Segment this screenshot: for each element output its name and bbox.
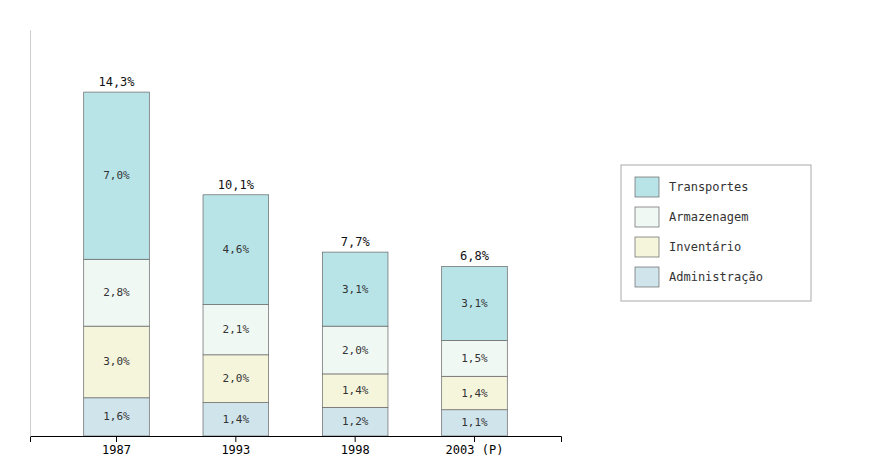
y-axis <box>30 31 31 437</box>
x-tick: 1993 <box>221 436 250 457</box>
chart: 1,6% 1,4% 1,2% 1,1% 3,0% 2,0% 1,4% 1,4% 2,8% 2,1%… <box>0 0 891 476</box>
x-axis-line <box>31 437 562 443</box>
bar-segment <box>322 374 388 407</box>
total-label: 6,8% <box>460 249 490 263</box>
data-label: 4,6% <box>223 243 250 256</box>
data-label: 7,0% <box>103 169 130 182</box>
data-label: 1,2% <box>342 415 369 428</box>
legend-swatch <box>635 237 659 257</box>
bar-segment <box>442 266 508 340</box>
legend-label: Armazenagem <box>669 210 748 224</box>
data-label: 1,4% <box>223 413 250 426</box>
data-labels: 1,6% 1,4% 1,2% 1,1% 3,0% 2,0% 1,4% 1,4% 2,8% 2,1%… <box>98 75 489 429</box>
legend: Transportes Armazenagem Inventário Administ… <box>621 165 811 301</box>
bar-segment <box>442 410 508 436</box>
data-label: 1,1% <box>461 416 488 429</box>
total-label: 10,1% <box>218 178 255 192</box>
x-tick-label: 1987 <box>102 443 131 457</box>
bar-segment <box>203 305 269 355</box>
x-tick: 2003 (P) <box>446 436 504 457</box>
total-label: 14,3% <box>98 75 135 89</box>
data-label: 1,4% <box>461 387 488 400</box>
bar-segment <box>203 355 269 403</box>
data-label: 2,1% <box>223 323 250 336</box>
data-label: 1,5% <box>461 352 488 365</box>
x-tick: 1987 <box>102 436 131 457</box>
legend-item: Administração <box>635 267 763 287</box>
data-label: 2,0% <box>342 344 369 357</box>
legend-swatch <box>635 177 659 197</box>
bar-segment <box>84 259 150 326</box>
legend-swatch <box>635 267 659 287</box>
bar-segment <box>322 407 388 436</box>
data-label: 1,4% <box>342 384 369 397</box>
bar-segment <box>442 376 508 409</box>
legend-frame <box>621 165 811 301</box>
bar-segment <box>322 252 388 326</box>
data-label: 3,0% <box>103 355 130 368</box>
bar-segment <box>84 92 150 259</box>
plot: 1,6% 1,4% 1,2% 1,1% 3,0% 2,0% 1,4% 1,4% 2,8% 2,1%… <box>31 31 562 457</box>
legend-item: Transportes <box>635 177 748 197</box>
bar-segment <box>84 398 150 436</box>
x-axis: 1987 1993 1998 2003 (P) <box>31 436 562 457</box>
bar-segment <box>322 326 388 374</box>
x-tick-mark <box>116 436 117 442</box>
x-tick-mark <box>474 436 475 442</box>
data-label: 2,8% <box>103 286 130 299</box>
x-tick-label: 1993 <box>221 443 250 457</box>
x-tick-label: 2003 (P) <box>446 443 504 457</box>
x-tick-label: 1998 <box>341 443 370 457</box>
bar-segment <box>203 195 269 305</box>
legend-item: Inventário <box>635 237 741 257</box>
x-tick-mark <box>235 436 236 442</box>
bar-segment <box>84 326 150 398</box>
bar-segment <box>442 340 508 376</box>
bars <box>84 92 508 436</box>
legend-label: Transportes <box>669 180 748 194</box>
legend-item: Armazenagem <box>635 207 748 227</box>
legend-swatch <box>635 207 659 227</box>
legend-label: Inventário <box>669 240 741 254</box>
data-label: 2,0% <box>223 372 250 385</box>
data-label: 3,1% <box>342 283 369 296</box>
x-tick: 1998 <box>341 436 370 457</box>
legend-label: Administração <box>669 270 763 284</box>
x-tick-mark <box>355 436 356 442</box>
y-axis-line <box>30 31 31 437</box>
data-label: 3,1% <box>461 297 488 310</box>
total-label: 7,7% <box>341 235 371 249</box>
bar-segment <box>203 403 269 436</box>
data-label: 1,6% <box>103 410 130 423</box>
